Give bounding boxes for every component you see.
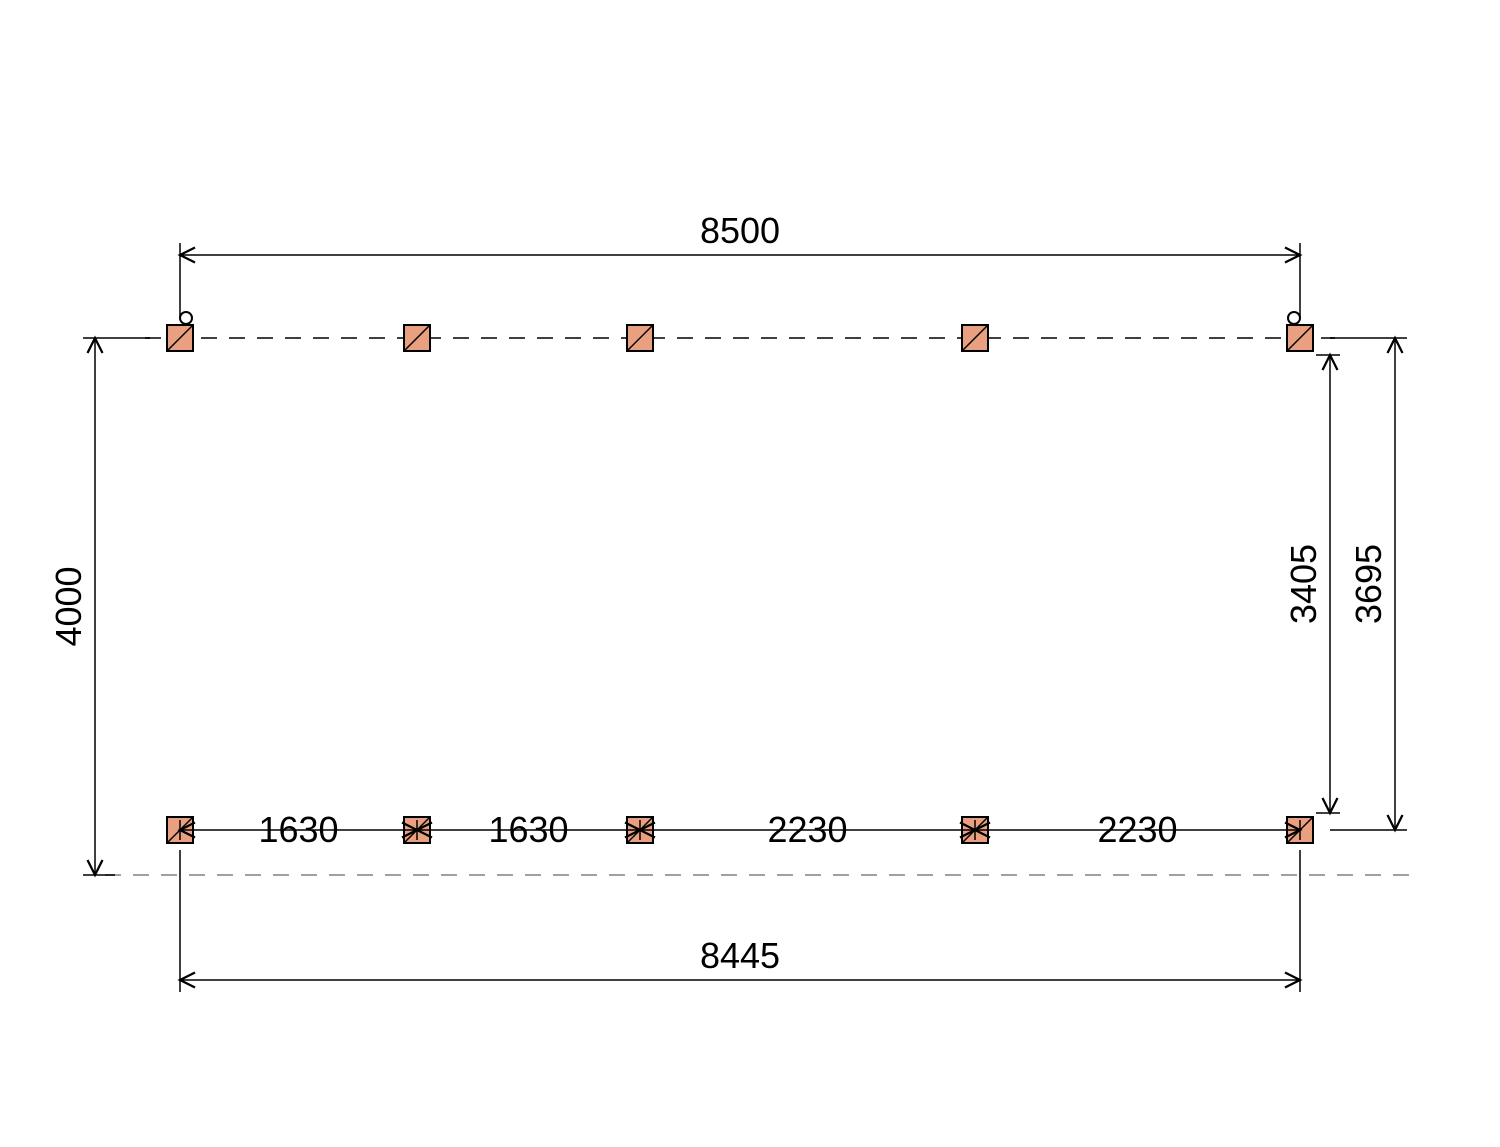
dim-label: 8445: [700, 935, 780, 976]
span-label: 2230: [767, 809, 847, 850]
span-label: 1630: [488, 809, 568, 850]
span-label: 2230: [1097, 809, 1177, 850]
dim-label: 3405: [1283, 544, 1324, 624]
dim-label: 3695: [1348, 544, 1389, 624]
dimension-drawing: 8500 8445 4000 3695 3405 1630 1630 2230 2230: [0, 0, 1500, 1147]
marker-circle: [1288, 312, 1300, 324]
marker-circle: [180, 312, 192, 324]
span-label: 1630: [258, 809, 338, 850]
dim-label: 4000: [48, 566, 89, 646]
dim-label: 8500: [700, 210, 780, 251]
